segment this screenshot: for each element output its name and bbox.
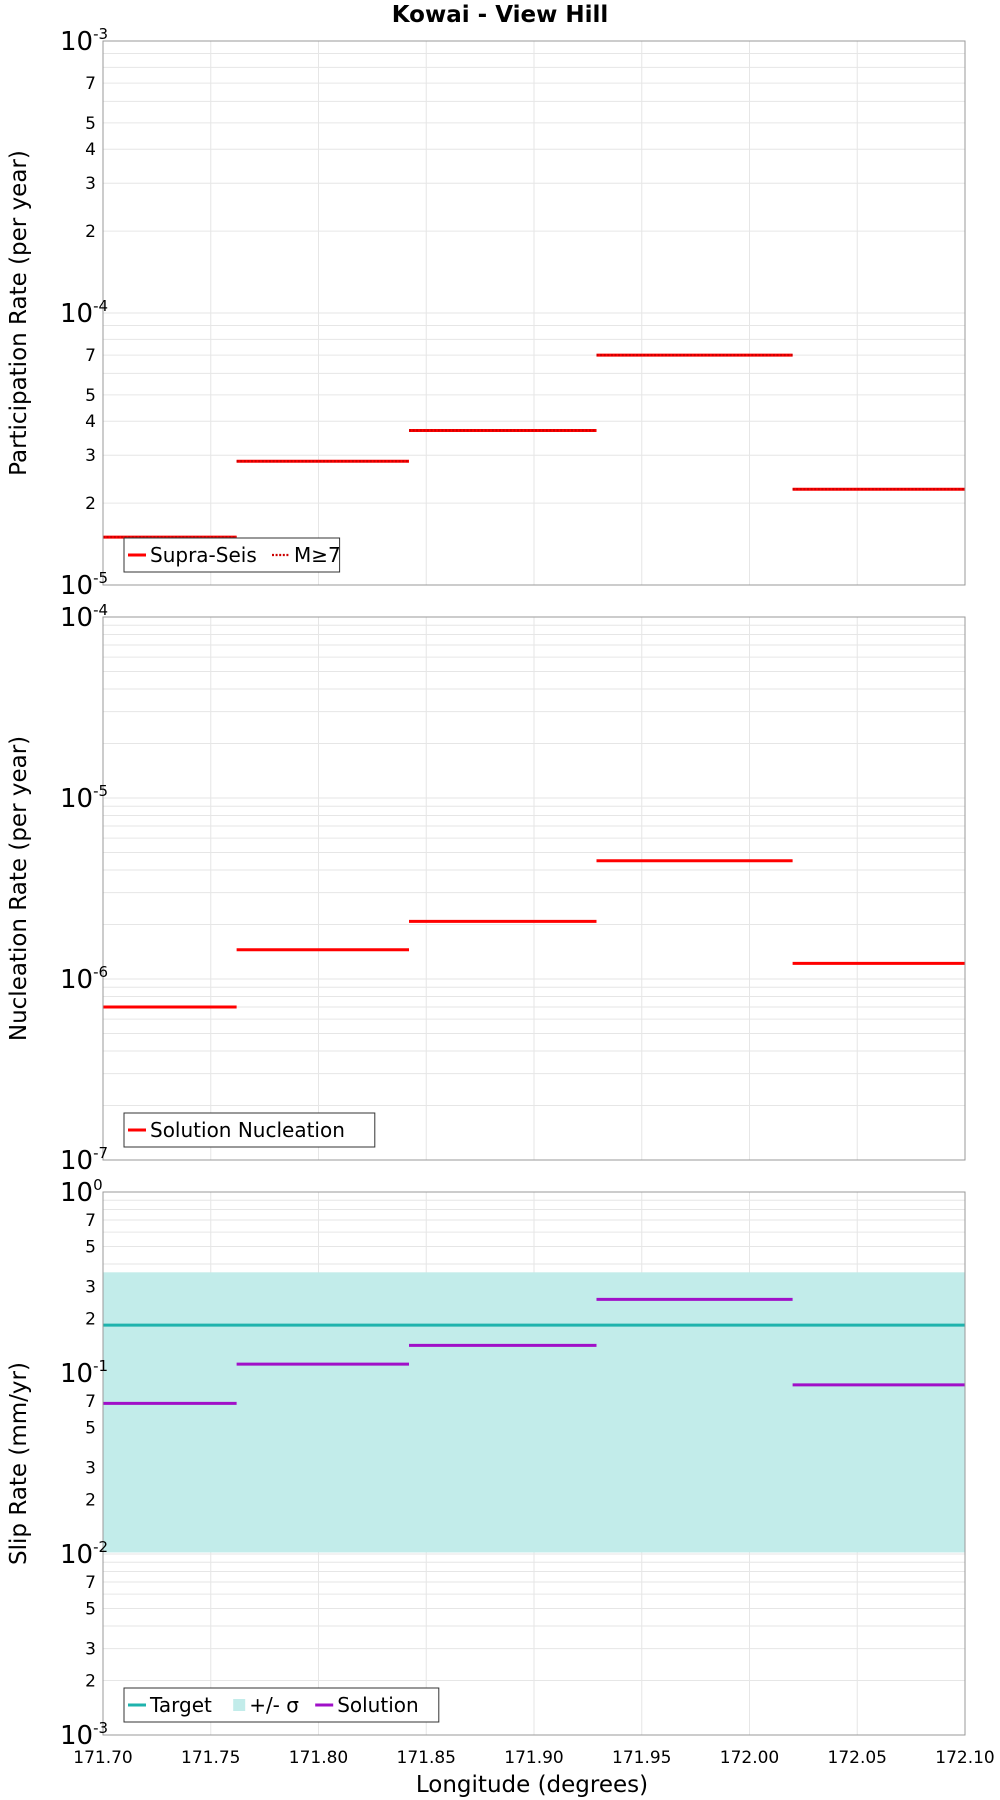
y-tick-exponent: -4 bbox=[93, 601, 108, 619]
x-tick-label: 172.10 bbox=[935, 1748, 994, 1768]
y-tick-label: 10-5 bbox=[60, 782, 108, 814]
series-solution-nucleation bbox=[103, 859, 965, 1009]
legend-label: Supra-Seis bbox=[150, 543, 257, 567]
y-minor-tick-label: 3 bbox=[85, 1640, 96, 1660]
y-minor-tick-label: 3 bbox=[85, 1278, 96, 1298]
y-minor-tick-label: 4 bbox=[85, 140, 96, 160]
y-minor-tick-label: 5 bbox=[85, 114, 96, 134]
y-axis-label: Nucleation Rate (per year) bbox=[6, 736, 32, 1041]
plot-border bbox=[102, 616, 966, 1161]
plot-border bbox=[102, 40, 966, 586]
y-tick-label: 10-4 bbox=[60, 297, 108, 329]
y-minor-tick-label: 3 bbox=[85, 174, 96, 194]
y-minor-tick-label: 2 bbox=[85, 494, 96, 514]
legend-box bbox=[123, 1687, 440, 1723]
legend-box bbox=[123, 1112, 376, 1148]
y-minor-tick-label: 2 bbox=[85, 222, 96, 242]
x-axis-label: Longitude (degrees) bbox=[416, 1772, 648, 1798]
y-tick-label: 10-5 bbox=[60, 569, 108, 601]
y-tick-exponent: -3 bbox=[93, 1719, 108, 1737]
x-tick-label: 172.00 bbox=[720, 1748, 779, 1768]
y-tick-label: 10-1 bbox=[60, 1357, 108, 1389]
legend-label: M≥7 bbox=[294, 543, 341, 567]
y-tick-exponent: -1 bbox=[93, 1357, 108, 1375]
y-tick-exponent: -5 bbox=[93, 782, 108, 800]
y-tick-exponent: -5 bbox=[93, 569, 108, 587]
y-minor-tick-label: 5 bbox=[85, 1418, 96, 1438]
x-tick-label: 171.75 bbox=[181, 1748, 240, 1768]
gridlines bbox=[102, 617, 966, 1161]
x-tick-label: 172.05 bbox=[828, 1748, 887, 1768]
y-minor-tick-label: 7 bbox=[85, 346, 96, 366]
y-minor-tick-label: 2 bbox=[85, 1672, 96, 1692]
legend-box bbox=[123, 537, 341, 573]
y-axis-label: Participation Rate (per year) bbox=[6, 150, 32, 476]
x-tick-label: 171.85 bbox=[397, 1748, 456, 1768]
subplot-1: 10-5 10-4 10-3 2 3 4 5 7 2 3 4 5 7 Participation Rate… bbox=[6, 25, 966, 601]
y-tick-label: 100 bbox=[60, 1176, 103, 1208]
y-minor-tick-label: 2 bbox=[85, 1310, 96, 1330]
legend: Supra-Seis M≥7 bbox=[123, 537, 341, 573]
series-solution bbox=[103, 1297, 965, 1405]
y-tick-exponent: -6 bbox=[93, 963, 108, 981]
plot-border bbox=[102, 1191, 966, 1736]
y-tick-label: 10-4 bbox=[60, 601, 108, 633]
y-tick-label: 10-2 bbox=[60, 1538, 108, 1570]
legend: Target +/- σ Solution bbox=[123, 1687, 440, 1723]
gridlines bbox=[102, 41, 966, 586]
y-tick-label: 10-6 bbox=[60, 963, 108, 995]
y-minor-tick-label: 7 bbox=[85, 74, 96, 94]
y-tick-exponent: -2 bbox=[93, 1538, 108, 1556]
subplot-3: 10-3 10-2 10-1 100 2 3 5 7 2 3 5 7 2 3 5 7 Slip Rate (mm… bbox=[6, 1176, 966, 1751]
legend-swatch bbox=[233, 1699, 246, 1711]
y-minor-tick-label: 7 bbox=[85, 1211, 96, 1231]
y-tick-exponent: -3 bbox=[93, 25, 108, 43]
sigma-band bbox=[103, 1272, 965, 1553]
y-tick-label: 10-3 bbox=[60, 25, 108, 57]
y-minor-tick-label: 2 bbox=[85, 1491, 96, 1511]
x-tick-label: 171.80 bbox=[289, 1748, 348, 1768]
y-tick-labels: 10-5 10-4 10-3 2 3 4 5 7 2 3 4 5 7 bbox=[60, 25, 108, 601]
legend-label: Solution bbox=[337, 1693, 418, 1717]
y-minor-tick-label: 5 bbox=[85, 1237, 96, 1257]
y-minor-tick-label: 7 bbox=[85, 1573, 96, 1593]
series-m-7 bbox=[103, 354, 965, 539]
y-tick-label: 10-3 bbox=[60, 1719, 108, 1751]
chart-title: Kowai - View Hill bbox=[392, 2, 608, 28]
y-tick-label: 10-7 bbox=[60, 1144, 108, 1176]
y-minor-tick-label: 5 bbox=[85, 386, 96, 406]
x-tick-label: 171.90 bbox=[504, 1748, 563, 1768]
subplot-2: 10-7 10-6 10-5 10-4 Nucleation Rate (per yea… bbox=[6, 601, 966, 1176]
y-minor-tick-label: 5 bbox=[85, 1599, 96, 1619]
y-minor-tick-label: 4 bbox=[85, 412, 96, 432]
y-minor-tick-label: 3 bbox=[85, 446, 96, 466]
legend-label: Target bbox=[149, 1693, 212, 1717]
x-tick-label: 171.70 bbox=[73, 1748, 132, 1768]
x-tick-labels: 171.70 171.75 171.80 171.85 171.90 171.95 172.… bbox=[73, 1748, 994, 1768]
y-axis-label: Slip Rate (mm/yr) bbox=[6, 1362, 32, 1565]
y-minor-tick-label: 3 bbox=[85, 1459, 96, 1479]
legend: Solution Nucleation bbox=[123, 1112, 376, 1148]
y-tick-labels: 10-7 10-6 10-5 10-4 bbox=[60, 601, 108, 1176]
y-tick-labels: 10-3 10-2 10-1 100 2 3 5 7 2 3 5 7 2 3 5 7 bbox=[60, 1176, 108, 1751]
legend-label: Solution Nucleation bbox=[150, 1118, 345, 1142]
y-tick-exponent: 0 bbox=[93, 1176, 103, 1194]
y-tick-exponent: -4 bbox=[93, 297, 108, 315]
y-minor-tick-label: 7 bbox=[85, 1392, 96, 1412]
legend-label: +/- σ bbox=[249, 1693, 299, 1717]
y-tick-exponent: -7 bbox=[93, 1144, 108, 1162]
x-tick-label: 171.95 bbox=[612, 1748, 671, 1768]
